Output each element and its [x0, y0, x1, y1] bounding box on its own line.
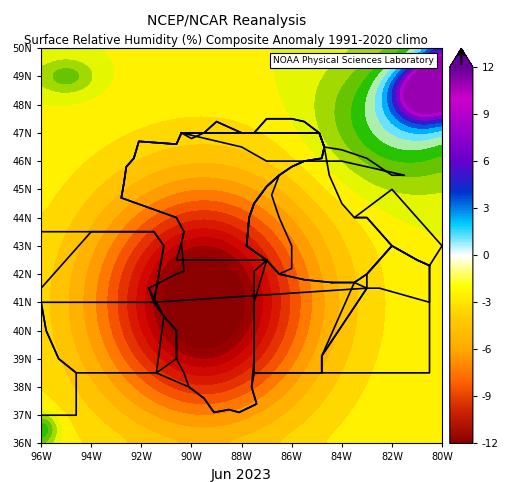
- Text: NCEP/NCAR Reanalysis: NCEP/NCAR Reanalysis: [146, 14, 306, 28]
- PathPatch shape: [450, 48, 473, 67]
- X-axis label: Jun 2023: Jun 2023: [211, 468, 272, 482]
- Text: NOAA Physical Sciences Laboratory: NOAA Physical Sciences Laboratory: [273, 56, 434, 65]
- Text: Surface Relative Humidity (%) Composite Anomaly 1991-2020 climo: Surface Relative Humidity (%) Composite …: [24, 34, 428, 47]
